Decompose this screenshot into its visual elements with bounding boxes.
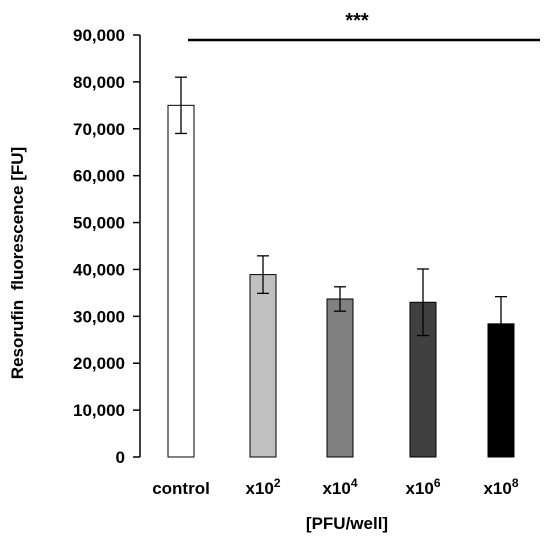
bar <box>167 104 195 458</box>
y-tick-label: 30,000 <box>73 307 125 326</box>
y-ticks: 0 10,000 20,000 30,000 40,000 50,000 60,000 70,… <box>73 26 140 467</box>
y-tick-label: 10,000 <box>73 401 125 420</box>
bar <box>249 274 277 458</box>
error-bars <box>175 76 507 352</box>
y-tick-label: 20,000 <box>73 354 125 373</box>
y-tick-label: 90,000 <box>73 26 125 45</box>
bars <box>167 104 515 458</box>
x-tick-label: x104 <box>322 476 357 498</box>
y-tick-label: 60,000 <box>73 167 125 186</box>
significance-label: *** <box>345 10 369 32</box>
x-tick-label: x106 <box>405 476 440 498</box>
y-tick-label: 40,000 <box>73 260 125 279</box>
y-axis: 0 10,000 20,000 30,000 40,000 50,000 60,000 70,… <box>73 26 141 467</box>
y-tick-label: 50,000 <box>73 214 125 233</box>
x-tick-label: x102 <box>245 476 280 498</box>
x-tick-label: control <box>152 479 210 498</box>
x-axis-title: [PFU/well] <box>306 514 388 533</box>
error-bar <box>257 255 269 295</box>
error-bar <box>334 286 346 312</box>
y-tick-label: 70,000 <box>73 120 125 139</box>
error-bar <box>417 268 429 337</box>
y-tick-label: 80,000 <box>73 73 125 92</box>
error-bar <box>175 76 187 135</box>
y-axis-title: Resorufin fluorescence [FU] <box>8 147 27 379</box>
error-bar <box>495 295 507 352</box>
x-tick-label: x108 <box>483 476 518 498</box>
x-tick-labels: control x102 x104 x106 x108 <box>152 476 519 498</box>
bar <box>326 298 354 458</box>
y-tick-label: 0 <box>116 448 125 467</box>
